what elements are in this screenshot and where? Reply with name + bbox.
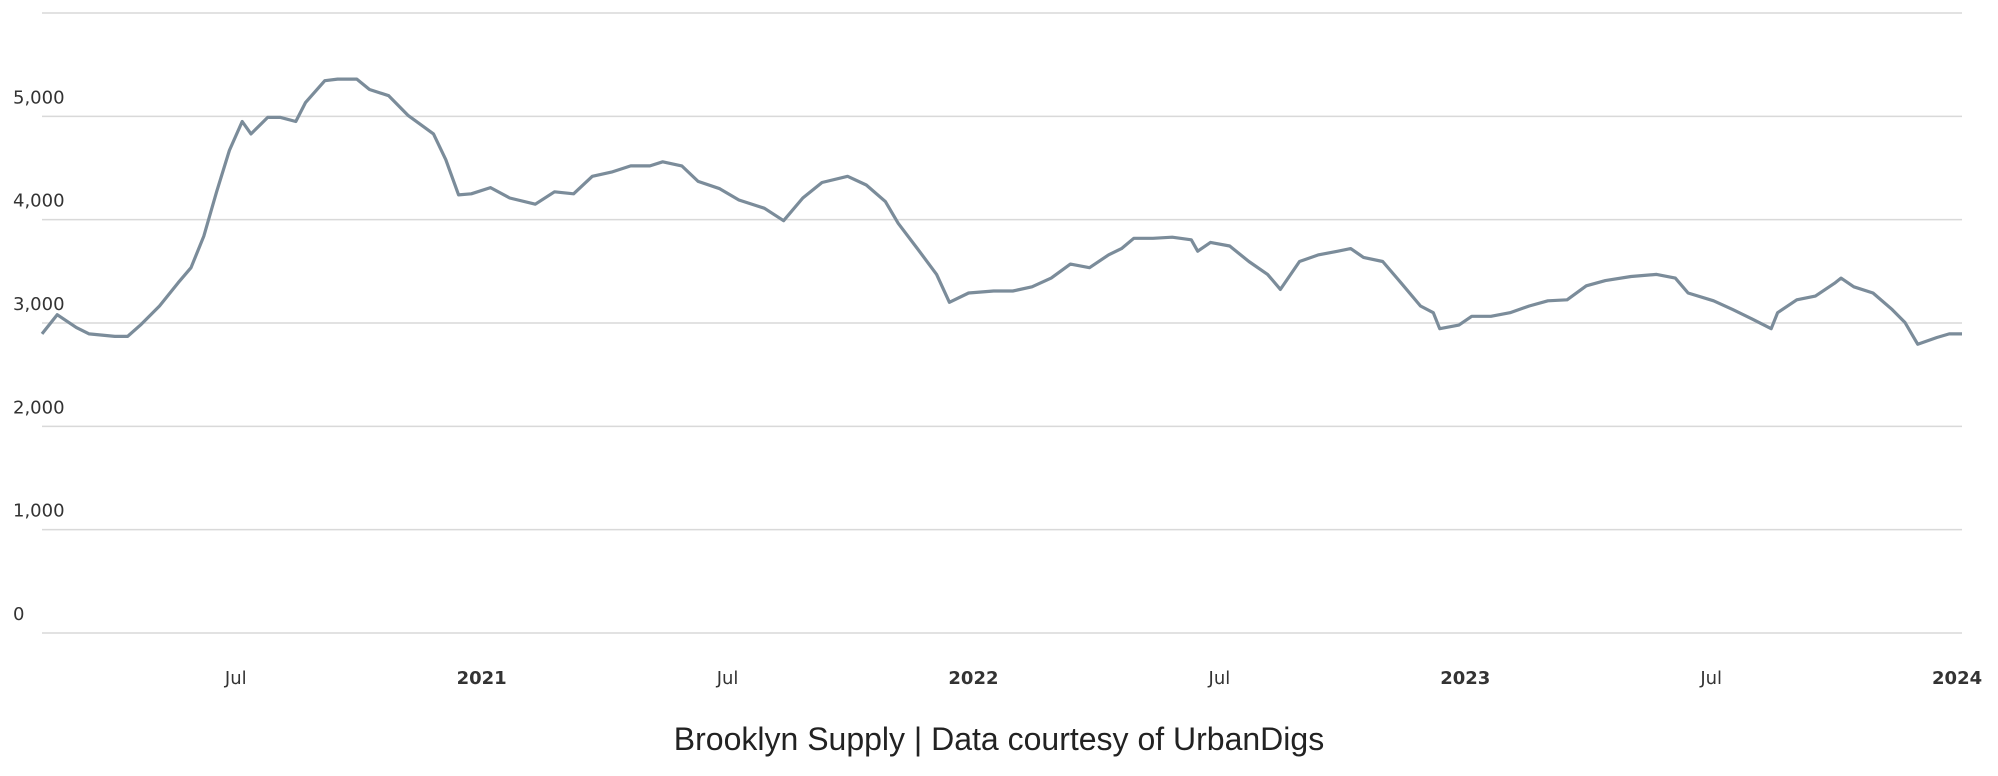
series-line bbox=[40, 77, 1962, 346]
y-tick-label: 3,000 bbox=[13, 294, 65, 315]
y-tick-label: 0 bbox=[13, 604, 24, 625]
x-tick-label: Jul bbox=[716, 668, 739, 689]
x-tick-label: Jul bbox=[1699, 668, 1722, 689]
y-tick-label: 5,000 bbox=[13, 87, 65, 108]
x-tick-label: 2022 bbox=[948, 668, 998, 689]
x-tick-label: Jul bbox=[224, 668, 247, 689]
x-tick-label: Jul bbox=[1208, 668, 1231, 689]
x-tick-label: 2023 bbox=[1440, 668, 1490, 689]
y-tick-label: 1,000 bbox=[13, 501, 65, 522]
x-tick-label: 2024 bbox=[1932, 668, 1982, 689]
caption: Brooklyn Supply | Data courtesy of Urban… bbox=[674, 721, 1324, 757]
y-tick-label: 4,000 bbox=[13, 191, 65, 212]
x-tick-label: 2021 bbox=[457, 668, 507, 689]
y-tick-label: 2,000 bbox=[13, 397, 65, 418]
